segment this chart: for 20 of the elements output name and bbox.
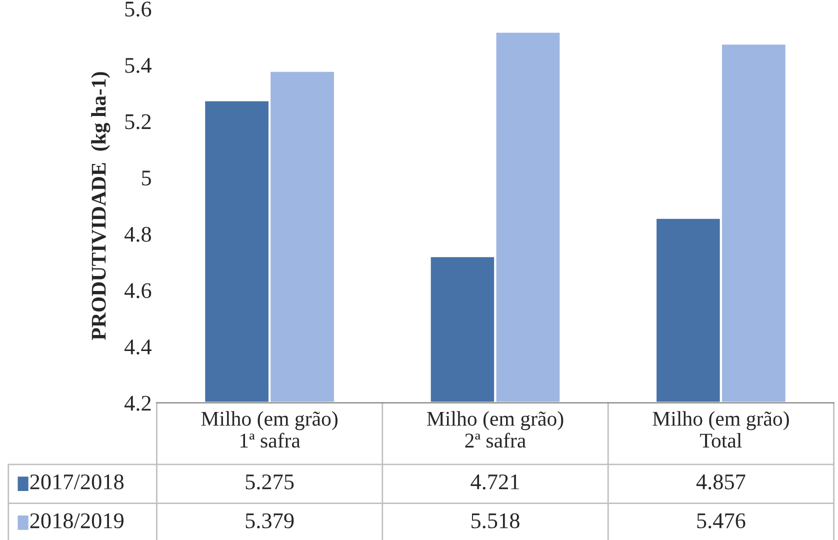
data-label: 4.721 — [470, 474, 519, 490]
data-label: 4.857 — [696, 474, 746, 490]
x-tick-label: Milho (em grão) 2ª safra — [427, 411, 564, 448]
y-tick-label: 5.6 — [125, 2, 152, 17]
legend-label: 2018/2019 — [30, 513, 124, 528]
data-label: 5.476 — [697, 513, 746, 528]
legend-label: 2017/2018 — [30, 474, 124, 490]
x-tick-label: Milho (em grão) Total — [652, 411, 789, 448]
y-tick-label: 4.4 — [124, 340, 152, 355]
y-tick-label: 4.2 — [124, 396, 151, 411]
y-axis-title: PRODUTIVIDADE (kg ha-1) — [91, 72, 110, 340]
data-label: 5.379 — [246, 513, 294, 528]
y-tick-label: 4.6 — [124, 283, 152, 298]
y-tick-label: 5.2 — [125, 114, 151, 130]
y-tick-label: 4.8 — [124, 226, 151, 242]
data-label: 5.275 — [246, 474, 294, 490]
data-label: 5.518 — [472, 513, 520, 528]
y-tick-label: 5.4 — [125, 58, 152, 73]
x-tick-label: Milho (em grão) 1ª safra — [201, 411, 338, 448]
y-tick-label: 5 — [142, 170, 151, 186]
